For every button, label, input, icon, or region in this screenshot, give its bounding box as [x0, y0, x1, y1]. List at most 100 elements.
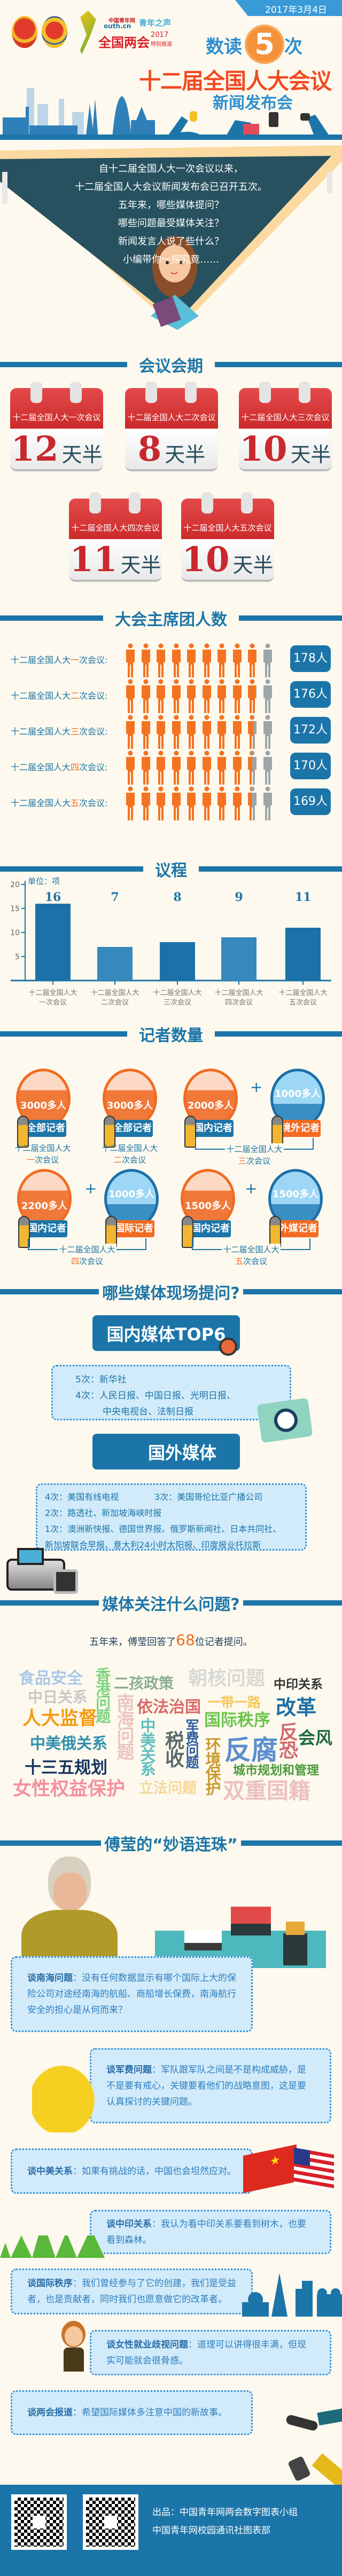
- ginkgo-leaf-icon: [80, 11, 96, 54]
- quote-box: 谈国际秩序：我们曾经参与了它的创建，我们是受益者，也是贡献者，同时我们也愿意做它…: [11, 2269, 253, 2314]
- agenda-bar-chart: 5 10 15 20 16 十二届全国人大一次会议 7 十二届全国人大二次会议 8 十二届全国人大…: [10, 881, 331, 1007]
- reporter-type-tag: 国内记者: [193, 1120, 234, 1137]
- quote-text: 谈中美关系：如果有挑战的话，中国也会坦然应对。: [27, 2163, 236, 2179]
- person-icon: [125, 786, 136, 820]
- calendar-ring-icon: [185, 382, 197, 403]
- reporter-count: 1000多人: [274, 1088, 321, 1100]
- reporter-count: 1000多人: [108, 1189, 155, 1200]
- person-icon: [232, 786, 243, 820]
- microphone-icon: [184, 1116, 196, 1148]
- topic-word: 十三五规划: [25, 1758, 107, 1777]
- title-number-badge: 5: [247, 27, 282, 62]
- topic-word: 中美关系: [138, 1718, 156, 1775]
- media-names: 美国有线电视: [67, 1492, 119, 1502]
- logo-site: 中国青年网: [108, 18, 135, 24]
- session-caption: 十二届全国人大 一次会议: [13, 1142, 72, 1166]
- topic-word: 朝核问题: [188, 1668, 266, 1689]
- foreign-media-list: 4次：美国有线电视 3次：美国哥伦比亚广播公司 2次：路透社、新加坡海峡时报 1次…: [36, 1483, 307, 1551]
- person-icon: [171, 715, 182, 749]
- quote-topic: 谈女性就业歧视问题: [106, 2339, 188, 2350]
- intro-line: 十二届全国人大会议新闻发布会已召开五次。: [75, 181, 267, 193]
- presidium-row: 十二届全国人大二次会议: 176人: [11, 678, 331, 713]
- presidium-label: 十二届全国人大五次会议:: [11, 796, 107, 809]
- caption-session: 二次会议: [100, 1154, 159, 1166]
- domestic-media-title: 国内媒体TOP6: [92, 1315, 240, 1351]
- credit-line: 出品：中国青年网两会数字图表小组: [152, 2507, 298, 2518]
- calendar-ring-icon: [241, 492, 253, 513]
- section-title: 傅莹的“妙语连珠”: [104, 1836, 238, 1854]
- gold-coins-icon: [32, 2052, 107, 2132]
- person-icon: [262, 679, 273, 713]
- reporter-count: 2200多人: [21, 1200, 68, 1212]
- calendar-card: 十二届全国人大五次会议 10 天半: [181, 492, 274, 582]
- times: 4次：: [75, 1390, 99, 1401]
- plus-sign: +: [245, 1180, 258, 1197]
- calendar-unit: 天半: [290, 442, 331, 467]
- caption-session: 五次会议: [222, 1255, 281, 1267]
- person-icon: [201, 679, 212, 713]
- agenda-bar: [97, 947, 133, 981]
- calendar-body: 11 天半: [69, 539, 162, 582]
- reporter-type-tag: 国内记者: [27, 1220, 67, 1237]
- calendar-body: 8 天半: [125, 429, 218, 471]
- quote-body: ：希望国际媒体多注意中国的新故事。: [73, 2407, 227, 2418]
- topic-word: 环境保护: [203, 1737, 221, 1795]
- quote-body: ：道理可以讲得很丰满，但现实可能就会很骨感。: [106, 2339, 306, 2366]
- person-icon: [186, 643, 197, 677]
- reporter-count: 1500多人: [272, 1189, 319, 1200]
- media-names: 新华社: [99, 1374, 127, 1385]
- x-tick-label: 十二届全国人大: [278, 989, 327, 997]
- foreign-reporters-bubble: 1000多人 国际记者: [104, 1169, 159, 1249]
- agenda-bar: [35, 904, 71, 981]
- title-pre: 数读: [206, 36, 242, 58]
- section-heading-presidium: 大会主席团人数: [0, 607, 342, 629]
- camera-icon: [256, 1397, 313, 1443]
- calendar-ring-icon: [89, 492, 101, 513]
- world-landmarks-icon: [242, 2273, 342, 2317]
- person-icon: [262, 750, 273, 785]
- domestic-reporters-bubble: 3000多人 全部记者: [103, 1069, 157, 1149]
- quote-body: ：我认为看中印关系要看到树木，也要看到森林。: [106, 2218, 306, 2246]
- person-icon: [171, 643, 182, 677]
- person-icon: [262, 643, 273, 677]
- reporters-microphones-icon: [281, 2407, 342, 2490]
- label-text: 次会议:: [79, 655, 108, 665]
- foreign-media-title: 国外媒体: [92, 1434, 240, 1469]
- person-icon: [232, 715, 243, 749]
- label-text: 次会议:: [79, 726, 108, 737]
- intro-line: 哪些问题最受媒体关注？: [118, 218, 224, 229]
- person-icon: [125, 750, 136, 785]
- person-icon: [247, 643, 258, 677]
- bar-value-label: 7: [111, 890, 119, 904]
- topic-word: 税收: [162, 1730, 184, 1767]
- label-text: 十二届全国人大: [11, 798, 71, 808]
- person-icon: [247, 750, 258, 785]
- calendar-days: 10: [239, 429, 287, 469]
- person-icon: [141, 679, 151, 713]
- calendar-card: 十二届全国人大四次会议 11 天半: [69, 492, 162, 582]
- qr-code-youth-cn[interactable]: [11, 2494, 67, 2550]
- x-tick-label: 十二届全国人大: [28, 989, 77, 997]
- bar-value-label: 11: [295, 890, 312, 904]
- calendar-ring-icon: [30, 382, 42, 403]
- person-icon: [156, 679, 166, 713]
- quote-body: ：军队跟军队之间是不是构成威胁，是不是要有戒心，关键要看他们的战略意图，这是要认…: [106, 2064, 306, 2107]
- qr-code-youth-voice[interactable]: [83, 2494, 138, 2550]
- quote-box: 谈中印关系：我认为看中印关系要看到树木，也要看到森林。: [90, 2210, 331, 2254]
- microphone-icon: [104, 1116, 115, 1148]
- x-tick-label: 一次会议: [39, 998, 67, 1007]
- topic-word: 一带一路: [207, 1695, 261, 1710]
- person-icon: [141, 786, 151, 820]
- topic-word: 立法问题: [139, 1780, 197, 1797]
- session-caption: 十二届全国人大 四次会议: [58, 1244, 116, 1267]
- caption-ordinal: 三: [238, 1156, 246, 1166]
- person-icon: [125, 679, 136, 713]
- quote-text: 谈女性就业歧视问题：道理可以讲得很丰满，但现实可能就会很骨感。: [106, 2337, 315, 2369]
- person-icon: [186, 715, 197, 749]
- caption-text: 十二届全国人大: [14, 1143, 71, 1153]
- quote-text: 谈国际秩序：我们曾经参与了它的创建，我们是受益者，也是贡献者，同时我们也愿意做它…: [27, 2275, 236, 2308]
- foreign-reporters-bubble: 1000多人 境外记者: [270, 1069, 325, 1149]
- topic-word: 中日关系: [28, 1688, 88, 1706]
- caption-text: 十二届全国人大: [102, 1143, 158, 1153]
- person-icon: [216, 679, 227, 713]
